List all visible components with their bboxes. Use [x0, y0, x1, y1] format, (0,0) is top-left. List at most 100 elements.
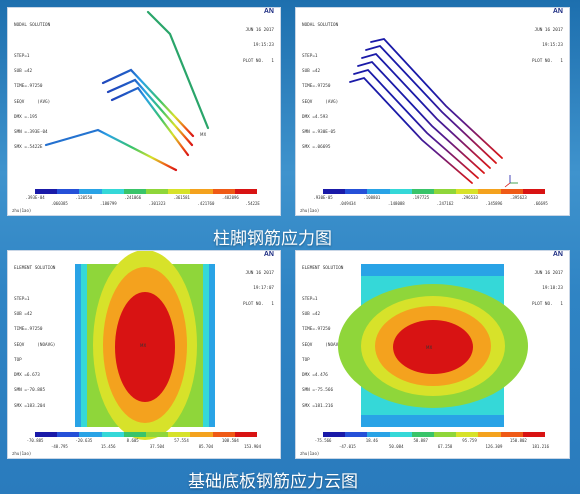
plot-footer: zhu(1ao)	[12, 208, 32, 213]
legend-tick: 126.309	[485, 444, 503, 449]
legend-tick: 58.887	[413, 438, 428, 443]
legend-tick: -20.635	[75, 438, 93, 443]
legend-swatch	[123, 432, 147, 437]
legend-swatch	[434, 189, 457, 194]
legend-tick: 37.504	[149, 444, 165, 449]
legend-swatch	[456, 432, 479, 437]
color-legend	[35, 432, 258, 437]
rebar-line	[106, 78, 194, 147]
legend-swatch	[500, 432, 523, 437]
legend-swatch	[389, 189, 412, 194]
contour-field	[75, 251, 215, 440]
plot-info-left: ELEMENT SOLUTION STEP=1 SUB =42 TIME=.97…	[302, 266, 344, 409]
legend-swatch	[57, 189, 80, 194]
plot-footer: zhu(1ao)	[300, 451, 320, 456]
legend-swatch	[234, 432, 258, 437]
rebar-stress-plot: MX	[44, 10, 210, 172]
legend-swatch	[367, 432, 390, 437]
legend-tick: 181.216	[532, 444, 549, 449]
legend-tick: .120550	[75, 195, 93, 200]
color-legend	[35, 189, 258, 194]
legend-tick: -70.885	[26, 438, 44, 443]
legend-swatch	[434, 432, 457, 437]
rebar-stress-plot	[349, 38, 518, 188]
rebar-line	[101, 68, 195, 138]
plot-footer: zhu(1ao)	[12, 451, 32, 456]
ansys-logo: AN	[263, 251, 274, 258]
legend-ticks-top: -75.566 18.46 58.887 95.759 150.802	[315, 438, 545, 443]
rebar-lines	[44, 10, 210, 172]
legend-swatch	[234, 189, 258, 194]
legend-swatch	[323, 189, 346, 194]
legend-tick: .049434	[338, 201, 356, 206]
legend-swatch	[411, 432, 435, 437]
legend-tick: -75.566	[314, 438, 332, 443]
legend-ticks-top: -70.885 -20.635 8.605 57.554 108.504	[27, 438, 257, 443]
legend-tick: -47.015	[338, 444, 356, 449]
legend-swatch	[168, 432, 191, 437]
plot-info-right: JUN 16 2017 19:18:23 PLOT NO. 1	[531, 271, 563, 307]
legend-tick: 150.802	[509, 438, 527, 443]
legend-swatch	[345, 432, 368, 437]
plot-panel-slab-contour: AN ELEMENT SOLUTION STEP=1 SUB =42 TIME=…	[7, 250, 281, 459]
legend-tick: .361581	[173, 195, 190, 200]
legend-ticks-top: .930E-05 .108801 .197725 .296533 .395623	[313, 195, 545, 200]
legend-tick: 57.554	[174, 438, 189, 443]
color-legend	[323, 189, 546, 194]
legend-swatch	[478, 189, 501, 194]
legend-swatch	[35, 432, 58, 437]
legend-ticks-bottom: .049434 .148088 .247162 .345896 .66695	[323, 201, 548, 206]
legend-tick: .148088	[387, 201, 405, 206]
legend-swatch	[190, 432, 213, 437]
ansys-logo: AN	[552, 251, 563, 258]
caption-column-rebar: 柱脚钢筋应力图	[213, 229, 332, 249]
ansys-logo: AN	[263, 8, 274, 15]
legend-swatch	[35, 189, 58, 194]
plot-info-right: JUN 16 2017 19:15:23 PLOT NO. 1	[531, 28, 563, 64]
slab-stress-contour: MX	[75, 251, 215, 440]
plot-info-left: NODAL SOLUTION STEP=1 SUB =42 TIME=.9725…	[302, 23, 339, 151]
legend-tick: .108801	[363, 195, 381, 200]
legend-tick: 108.504	[221, 438, 239, 443]
rebar-line	[361, 52, 491, 169]
legend-swatch	[212, 189, 235, 194]
legend-swatch	[57, 432, 80, 437]
plot-footer: zhu(1ao)	[300, 208, 320, 213]
legend-tick: .060385	[50, 201, 68, 206]
plot-panel-column-nodal: AN NODAL SOLUTION STEP=1 SUB =42 TIME=.9…	[7, 7, 281, 216]
legend-tick: .930E-05	[313, 195, 333, 200]
legend-swatch	[212, 432, 235, 437]
slab-stress-contour: MX	[338, 264, 528, 427]
legend-swatch	[123, 189, 147, 194]
rebar-lines	[349, 38, 503, 184]
rebar-line	[353, 68, 479, 179]
rebar-line	[349, 76, 473, 184]
legend-swatch	[456, 189, 479, 194]
legend-tick: .180799	[99, 201, 117, 206]
rebar-line	[357, 60, 485, 174]
rebar-line	[146, 10, 210, 130]
legend-swatch	[168, 189, 191, 194]
legend-tick: .421760	[197, 201, 215, 206]
plot-panel-slab-contour-2: AN ELEMENT SOLUTION STEP=1 SUB =42 TIME=…	[295, 250, 570, 459]
axis-marker: MX	[140, 343, 146, 348]
legend-swatch	[411, 189, 435, 194]
legend-tick: .5422E	[245, 201, 260, 206]
rebar-line	[44, 128, 178, 172]
legend-swatch	[500, 189, 523, 194]
legend-ticks-bottom: .060385 .180799 .301323 .421760 .5422E	[35, 201, 260, 206]
legend-tick: .301323	[148, 201, 166, 206]
legend-swatch	[522, 189, 546, 194]
legend-tick: 153.904	[244, 444, 261, 449]
legend-tick: 67.258	[437, 444, 453, 449]
axis-triad-icon	[504, 175, 518, 188]
color-legend	[323, 432, 546, 437]
plot-info-right: JUN 16 2017 19:15:23 PLOT NO. 1	[242, 28, 274, 64]
plot-panel-column-nodal-2: AN NODAL SOLUTION STEP=1 SUB =42 TIME=.9…	[295, 7, 570, 216]
plot-info-right: JUN 16 2017 19:17:07 PLOT NO. 1	[242, 271, 274, 307]
legend-tick: 8.605	[126, 438, 139, 443]
legend-tick: .296533	[461, 195, 478, 200]
legend-tick: .393E-04	[25, 195, 45, 200]
legend-swatch	[146, 189, 169, 194]
plot-info-left: NODAL SOLUTION STEP=1 SUB =42 TIME=.9725…	[14, 23, 51, 151]
